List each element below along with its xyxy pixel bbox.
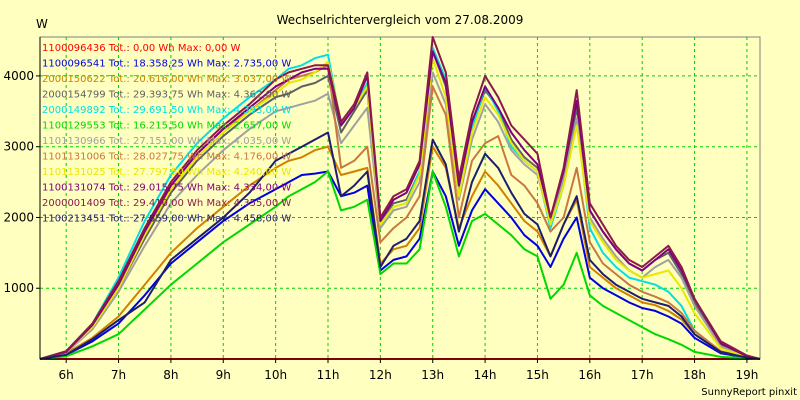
legend-entry: 2000149892 Tot.: 29.691,50 Wh Max: 4.393…	[42, 105, 291, 116]
series-line-11	[39, 36, 761, 360]
plot-area	[39, 36, 761, 360]
series-lines	[39, 36, 761, 360]
y-axis-unit: W	[36, 17, 48, 31]
legend-entry: 1100129553 Tot.: 16.215,50 Wh Max: 2.657…	[42, 121, 291, 132]
x-tick-label: 13h	[421, 368, 444, 382]
x-axis-ticks: 6h 7h 8h 9h 10h 11h 12h 13h 14h 15h 16h 17h 18h 19h	[59, 359, 758, 382]
x-tick-label: 12h	[369, 368, 392, 382]
x-tick-label: 17h	[631, 368, 654, 382]
legend-entry: 1100131074 Tot.: 29.015,75 Wh Max: 4.334…	[42, 183, 291, 194]
legend-entry: 2000154799 Tot.: 29.393,75 Wh Max: 4.362…	[42, 90, 291, 101]
y-tick-label: 4000	[3, 69, 34, 83]
legend-entry: 1101131006 Tot.: 28.027,75 Wh Max: 4.176…	[42, 152, 291, 163]
y-tick-label: 2000	[3, 210, 34, 224]
legend-entry: 1100096541 Tot.: 18.358,25 Wh Max: 2.735…	[42, 59, 291, 70]
axes	[39, 37, 760, 360]
x-tick-label: 15h	[526, 368, 549, 382]
series-line-2	[39, 170, 761, 360]
x-tick-label: 7h	[111, 368, 126, 382]
x-tick-label: 9h	[216, 368, 231, 382]
grid-lines	[40, 37, 760, 359]
legend-entry: 1101131025 Tot.: 27.797,50 Wh Max: 4.240…	[42, 167, 291, 178]
y-tick-label: 3000	[3, 140, 34, 154]
x-tick-label: 19h	[735, 368, 758, 382]
series-line-9	[39, 57, 761, 360]
chart-title: Wechselrichtervergleich vom 27.08.2009	[277, 13, 524, 27]
x-tick-label: 18h	[683, 368, 706, 382]
legend-entry: 1100096436 Tot.: 0,00 Wh Max: 0,00 W	[42, 43, 240, 54]
series-line-10	[39, 50, 761, 360]
x-tick-label: 14h	[474, 368, 497, 382]
legend-entry: 2000001409 Tot.: 29.410,00 Wh Max: 4.355…	[42, 198, 291, 209]
y-tick-label: 1000	[3, 281, 34, 295]
legend-entry: 2000150622 Tot.: 20.616,00 Wh Max: 3.037…	[42, 74, 291, 85]
legend-entry: 1100213451 Tot.: 27.859,00 Wh Max: 4.458…	[42, 214, 291, 225]
series-line-6	[39, 170, 761, 360]
series-line-12	[39, 131, 761, 360]
x-tick-label: 16h	[578, 368, 601, 382]
y-axis-ticks: 1000 2000 3000 4000	[3, 69, 40, 295]
legend: 1100096436 Tot.: 0,00 Wh Max: 0,00 W 1100…	[42, 43, 291, 225]
x-tick-label: 11h	[317, 368, 340, 382]
x-tick-label: 6h	[59, 368, 74, 382]
legend-entry: 1101130966 Tot.: 27.151,00 Wh Max: 4.035…	[42, 136, 291, 147]
x-tick-label: 10h	[264, 368, 287, 382]
footer-credit: SunnyReport pinxit	[701, 387, 797, 398]
x-tick-label: 8h	[163, 368, 178, 382]
